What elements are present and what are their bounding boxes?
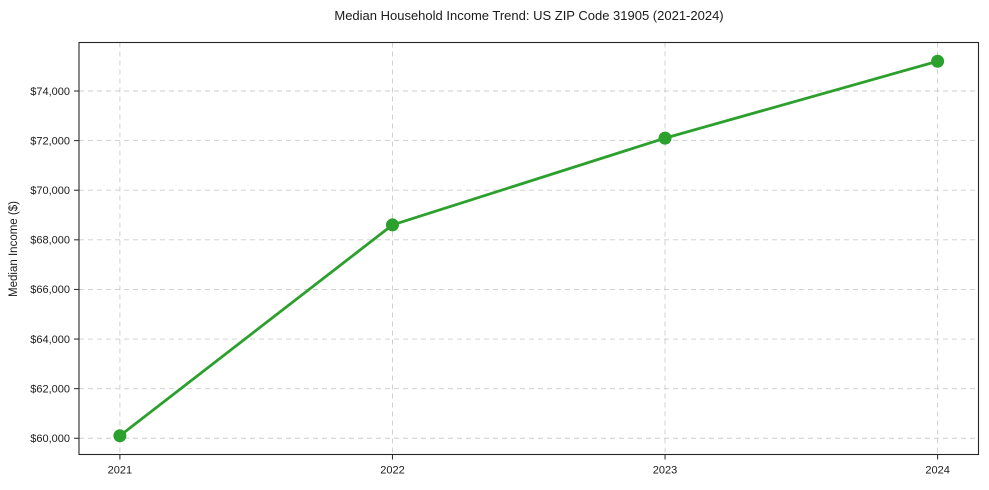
data-point-marker	[658, 131, 672, 145]
data-point-marker	[385, 218, 399, 232]
x-tick-label: 2021	[108, 465, 132, 477]
chart-title: Median Household Income Trend: US ZIP Co…	[334, 8, 724, 23]
y-tick-label: $62,000	[30, 383, 70, 395]
plot-background	[79, 42, 979, 455]
y-tick-label: $64,000	[30, 334, 70, 346]
y-tick-label: $66,000	[30, 284, 70, 296]
y-tick-label: $72,000	[30, 135, 70, 147]
x-tick-label: 2024	[925, 465, 949, 477]
data-point-marker	[113, 429, 127, 443]
trend-line	[118, 59, 940, 438]
data-point-marker	[931, 54, 945, 68]
plot-border	[78, 41, 980, 456]
y-tick-label: $68,000	[30, 235, 70, 247]
y-tick-label: $70,000	[30, 185, 70, 197]
y-tick-label: $60,000	[30, 433, 70, 445]
x-tick-label: 2023	[653, 465, 677, 477]
x-tick-label: 2022	[380, 465, 404, 477]
y-tick-label: $74,000	[30, 86, 70, 98]
